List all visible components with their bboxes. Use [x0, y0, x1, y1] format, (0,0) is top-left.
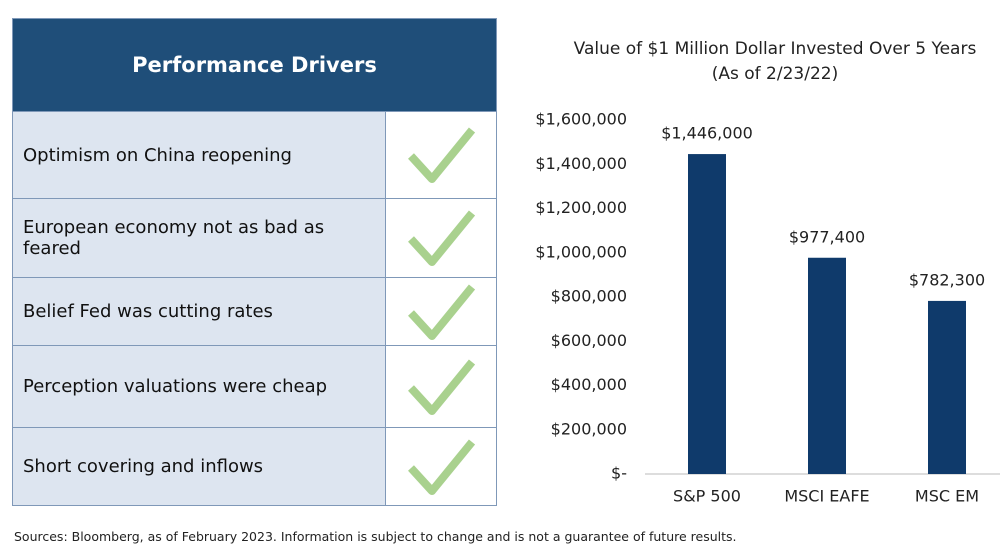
y-tick-label: $1,400,000 [535, 154, 627, 173]
chart-title: Value of $1 Million Dollar Invested Over… [574, 39, 977, 59]
checkmark [408, 358, 476, 415]
x-tick-label: MSCI EAFE [784, 487, 869, 506]
row-label: European economy not as bad as feared [13, 199, 385, 277]
y-tick-label: $1,000,000 [535, 242, 627, 261]
table-row: Short covering and inflows [13, 427, 496, 505]
check-cell [385, 112, 496, 198]
table-row: Perception valuations were cheap [13, 345, 496, 427]
check-cell [385, 346, 496, 427]
table-row: Belief Fed was cutting rates [13, 277, 496, 345]
x-tick-label: MSC EM [915, 487, 979, 506]
y-tick-label: $1,600,000 [535, 110, 627, 129]
value-label: $1,446,000 [661, 124, 753, 143]
y-tick-label: $200,000 [551, 419, 627, 438]
check-cell [385, 278, 496, 345]
value-label: $782,300 [909, 270, 985, 289]
checkmark [408, 438, 476, 495]
checkmark [408, 127, 476, 183]
table-header: Performance Drivers [13, 19, 496, 111]
footnote: Sources: Bloomberg, as of February 2023.… [14, 529, 737, 544]
y-tick-label: $1,200,000 [535, 198, 627, 217]
y-tick-label: $800,000 [551, 287, 627, 306]
y-tick-label: $600,000 [551, 331, 627, 350]
checkmark [408, 210, 476, 266]
bar [928, 300, 966, 474]
y-tick-label: $- [611, 464, 627, 483]
bar [808, 257, 846, 474]
bar [688, 154, 726, 474]
y-tick-label: $400,000 [551, 375, 627, 394]
row-label: Optimism on China reopening [13, 112, 385, 198]
row-label: Perception valuations were cheap [13, 346, 385, 427]
chart-subtitle: (As of 2/23/22) [712, 64, 838, 84]
table-row: European economy not as bad as feared [13, 198, 496, 277]
drivers-table: Performance Drivers Optimism on China re… [12, 18, 497, 506]
row-label: Short covering and inflows [13, 428, 385, 505]
table-row: Optimism on China reopening [13, 111, 496, 198]
row-label: Belief Fed was cutting rates [13, 278, 385, 345]
checkmark [408, 283, 476, 340]
value-label: $977,400 [789, 227, 865, 246]
check-cell [385, 428, 496, 505]
check-cell [385, 199, 496, 277]
x-tick-label: S&P 500 [673, 487, 741, 506]
